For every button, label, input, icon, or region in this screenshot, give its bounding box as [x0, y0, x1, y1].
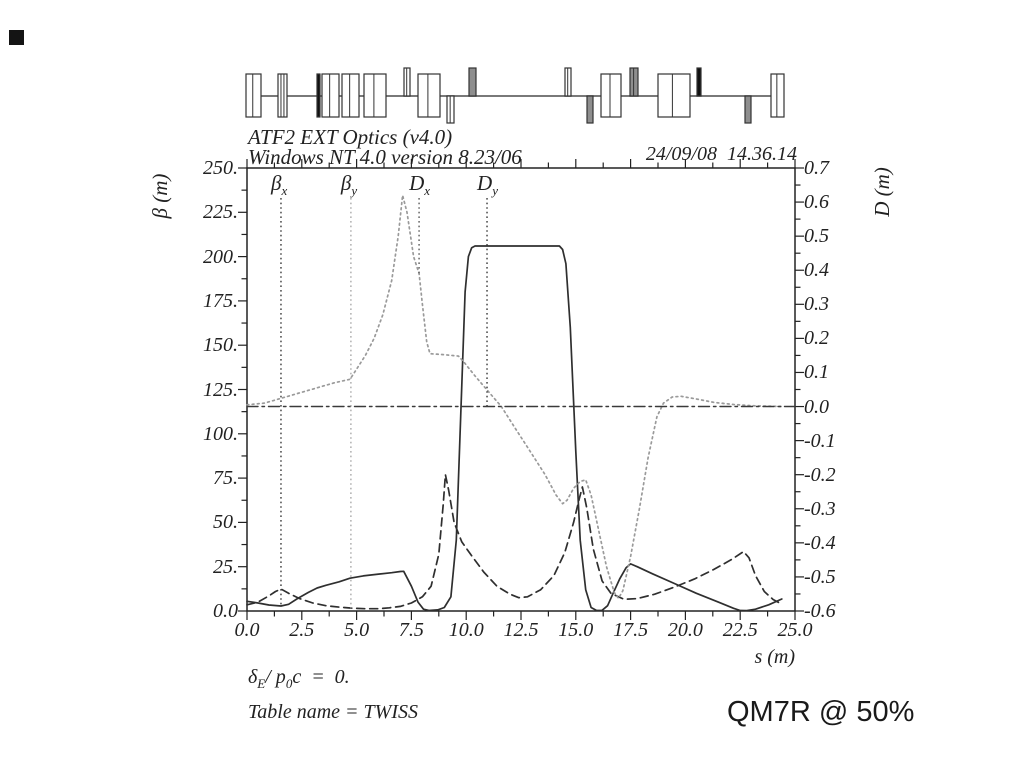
right-tick-label: 0.1: [804, 361, 829, 384]
legend-label-beta-y: βy: [340, 171, 358, 199]
right-tick-label: -0.3: [804, 497, 836, 520]
x-tick-label: 0.0: [234, 619, 260, 641]
x-tick-label: 5.0: [344, 619, 370, 641]
right-tick-label: 0.2: [804, 327, 829, 350]
right-tick-label: 0.3: [804, 293, 829, 316]
slide-annotation: QM7R @ 50%: [727, 696, 915, 728]
plot-version-line: Windows NT 4.0 version 8.23/06: [248, 145, 522, 169]
x-tick-label: 12.5: [503, 619, 539, 641]
plot-title: ATF2 EXT Optics (v4.0): [248, 125, 453, 149]
lattice-element-full: [341, 73, 360, 118]
x-tick-label: 15.0: [558, 619, 594, 641]
lattice-element-top: [696, 67, 702, 97]
left-tick-label: 150.: [203, 334, 238, 357]
legend-label-D-y: Dy: [477, 171, 498, 199]
right-tick-label: 0.7: [804, 157, 829, 179]
right-tick-label: -0.5: [804, 565, 836, 588]
x-tick-label: 25.0: [777, 619, 813, 641]
right-tick-label: -0.4: [804, 531, 836, 554]
curve-beta_y: [246, 473, 781, 610]
lattice-element-full: [245, 73, 262, 118]
x-tick-label: 20.0: [667, 619, 703, 641]
x-tick-label: 7.5: [398, 619, 424, 641]
left-tick-label: 125.: [203, 378, 238, 401]
left-tick-label: 25.: [213, 555, 238, 578]
lattice-element-full: [316, 73, 321, 118]
lattice-element-bottom: [586, 95, 594, 124]
left-tick-label: 75.: [213, 467, 238, 490]
lattice-element-full: [277, 73, 288, 118]
curve-beta_x: [246, 245, 783, 612]
left-tick-label: 250.: [203, 157, 238, 179]
lattice-element-top: [468, 67, 477, 97]
right-tick-label: -0.6: [804, 600, 836, 622]
momentum-offset-annotation: δE/ p0c = 0.: [248, 666, 350, 691]
x-tick-label: 17.5: [613, 619, 649, 641]
left-tick-label: 100.: [203, 422, 238, 445]
lattice-element-full: [363, 73, 387, 118]
corner-marker: [9, 30, 24, 45]
right-tick-label: 0.6: [804, 191, 829, 214]
legend-label-D-x: Dx: [409, 171, 431, 199]
table-name-annotation: Table name = TWISS: [248, 701, 418, 723]
lattice-element-full: [321, 73, 340, 118]
lattice-element-full: [600, 73, 622, 118]
right-tick-label: -0.2: [804, 463, 836, 486]
left-tick-label: 175.: [203, 289, 238, 312]
right-tick-label: 0.0: [804, 395, 829, 418]
plot-frame: [246, 167, 796, 612]
left-tick-label: 200.: [203, 245, 238, 268]
lattice-element-bottom: [744, 95, 752, 124]
x-axis-title: s (m): [754, 646, 795, 668]
x-tick-label: 2.5: [289, 619, 315, 641]
lattice-element-full: [770, 73, 785, 118]
right-tick-label: 0.4: [804, 259, 829, 282]
lattice-element-full: [657, 73, 691, 118]
right-tick-label: -0.1: [804, 429, 836, 452]
left-tick-label: 225.: [203, 201, 238, 224]
curve-D_x: [246, 194, 783, 600]
plot-datetime: 24/09/08 14.36.14: [645, 143, 797, 165]
right-axis-title: D (m): [869, 167, 894, 217]
left-tick-label: 0.0: [213, 600, 238, 622]
lattice-element-full: [417, 73, 441, 118]
legend-label-beta-x: βx: [270, 171, 288, 199]
left-tick-label: 50.: [213, 511, 238, 534]
x-tick-label: 10.0: [448, 619, 484, 641]
right-tick-label: 0.5: [804, 225, 829, 248]
x-tick-label: 22.5: [722, 619, 758, 641]
